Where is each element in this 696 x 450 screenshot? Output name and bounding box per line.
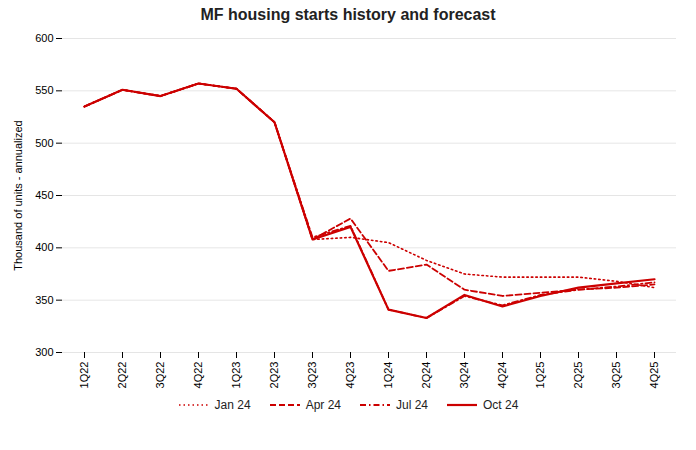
- svg-text:3Q24: 3Q24: [458, 362, 470, 389]
- svg-text:2Q22: 2Q22: [116, 362, 128, 389]
- html-text:MF housing starts history and: MF housing starts history and forecast: [200, 6, 496, 23]
- svg-text:1Q25: 1Q25: [534, 362, 546, 389]
- svg-text:4Q24: 4Q24: [496, 362, 508, 389]
- svg-text:350: 350: [35, 294, 53, 306]
- svg-text:2Q25: 2Q25: [572, 362, 584, 389]
- html-text:Oct 24: Oct 24: [483, 398, 519, 412]
- svg-text:1Q22: 1Q22: [78, 362, 90, 389]
- svg-text:3Q22: 3Q22: [154, 362, 166, 389]
- svg-text:3Q23: 3Q23: [306, 362, 318, 389]
- svg-text:4Q23: 4Q23: [344, 362, 356, 389]
- svg-text:500: 500: [35, 137, 53, 149]
- svg-text:4Q22: 4Q22: [192, 362, 204, 389]
- svg-text:450: 450: [35, 189, 53, 201]
- svg-text:400: 400: [35, 241, 53, 253]
- html-text:Jan 24: Jan 24: [214, 398, 251, 412]
- svg-text:550: 550: [35, 84, 53, 96]
- svg-text:Thousand of units - annualized: Thousand of units - annualized: [12, 120, 24, 270]
- svg-text:4Q25: 4Q25: [648, 362, 660, 389]
- svg-text:2Q23: 2Q23: [268, 362, 280, 389]
- svg-text:1Q23: 1Q23: [230, 362, 242, 389]
- html-text:Jul 24: Jul 24: [396, 398, 428, 412]
- svg-text:2Q24: 2Q24: [420, 362, 432, 389]
- svg-text:3Q25: 3Q25: [610, 362, 622, 389]
- svg-text:1Q24: 1Q24: [382, 362, 394, 389]
- html-text:Apr 24: Apr 24: [305, 398, 341, 412]
- svg-text:600: 600: [35, 32, 53, 44]
- svg-text:300: 300: [35, 346, 53, 358]
